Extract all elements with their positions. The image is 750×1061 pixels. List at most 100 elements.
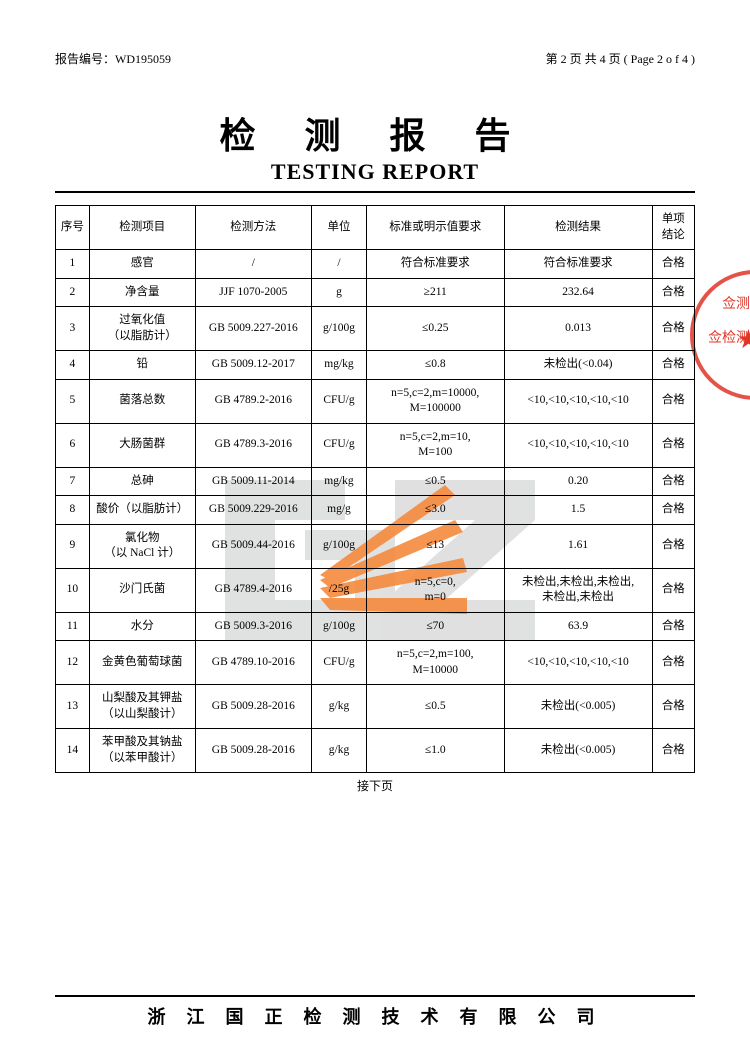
table-cell: 63.9 <box>504 612 652 641</box>
table-cell: 11 <box>56 612 90 641</box>
table-cell: 沙门氏菌 <box>89 568 195 612</box>
table-cell: GB 5009.28-2016 <box>195 729 311 773</box>
table-cell: / <box>195 250 311 279</box>
table-cell: ≤70 <box>366 612 504 641</box>
page-header: 报告编号：WD195059 第 2 页 共 4 页 ( Page 2 o f 4… <box>55 50 695 67</box>
table-cell: 山梨酸及其钾盐（以山梨酸计） <box>89 685 195 729</box>
table-cell: 合格 <box>652 423 694 467</box>
table-cell: <10,<10,<10,<10,<10 <box>504 423 652 467</box>
table-cell: 合格 <box>652 524 694 568</box>
stamp-circle <box>690 270 750 400</box>
table-cell: 合格 <box>652 568 694 612</box>
table-row: 6大肠菌群GB 4789.3-2016CFU/gn=5,c=2,m=10,M=1… <box>56 423 695 467</box>
results-table: 序号 检测项目 检测方法 单位 标准或明示值要求 检测结果 单项结论 1感官//… <box>55 205 695 773</box>
table-row: 9氯化物（以 NaCl 计）GB 5009.44-2016g/100g≤131.… <box>56 524 695 568</box>
table-cell: 符合标准要求 <box>504 250 652 279</box>
table-cell: GB 4789.3-2016 <box>195 423 311 467</box>
table-cell: ≤3.0 <box>366 496 504 525</box>
table-cell: 1.61 <box>504 524 652 568</box>
table-cell: 0.013 <box>504 307 652 351</box>
col-header-method: 检测方法 <box>195 206 311 250</box>
title-english: TESTING REPORT <box>55 159 695 193</box>
table-cell: 13 <box>56 685 90 729</box>
table-cell: 5 <box>56 379 90 423</box>
table-cell: 大肠菌群 <box>89 423 195 467</box>
table-cell: 感官 <box>89 250 195 279</box>
col-header-result: 检测结果 <box>504 206 652 250</box>
table-cell: 合格 <box>652 612 694 641</box>
table-cell: 合格 <box>652 496 694 525</box>
table-cell: 总砷 <box>89 467 195 496</box>
table-cell: ≤13 <box>366 524 504 568</box>
table-cell: 合格 <box>652 250 694 279</box>
table-cell: 金黄色葡萄球菌 <box>89 641 195 685</box>
table-cell: GB 5009.11-2014 <box>195 467 311 496</box>
table-cell: GB 5009.28-2016 <box>195 685 311 729</box>
table-cell: 未检出(<0.005) <box>504 729 652 773</box>
table-cell: 未检出,未检出,未检出,未检出,未检出 <box>504 568 652 612</box>
table-cell: <10,<10,<10,<10,<10 <box>504 641 652 685</box>
page-indicator: 第 2 页 共 4 页 ( Page 2 o f 4 ) <box>546 50 695 67</box>
table-row: 5菌落总数GB 4789.2-2016CFU/gn=5,c=2,m=10000,… <box>56 379 695 423</box>
col-header-no: 序号 <box>56 206 90 250</box>
table-cell: 1.5 <box>504 496 652 525</box>
table-cell: mg/kg <box>311 351 366 380</box>
table-cell: g/kg <box>311 685 366 729</box>
table-cell: 未检出(<0.005) <box>504 685 652 729</box>
table-cell: n=5,c=2,m=10000,M=100000 <box>366 379 504 423</box>
table-cell: ≤1.0 <box>366 729 504 773</box>
col-header-unit: 单位 <box>311 206 366 250</box>
table-cell: <10,<10,<10,<10,<10 <box>504 379 652 423</box>
table-cell: GB 4789.4-2016 <box>195 568 311 612</box>
table-cell: GB 4789.2-2016 <box>195 379 311 423</box>
table-cell: 合格 <box>652 729 694 773</box>
table-cell: 合格 <box>652 278 694 307</box>
col-header-item: 检测项目 <box>89 206 195 250</box>
table-cell: 符合标准要求 <box>366 250 504 279</box>
table-cell: g/kg <box>311 729 366 773</box>
table-row: 12金黄色葡萄球菌GB 4789.10-2016CFU/gn=5,c=2,m=1… <box>56 641 695 685</box>
table-cell: 232.64 <box>504 278 652 307</box>
table-cell: mg/kg <box>311 467 366 496</box>
table-cell: 3 <box>56 307 90 351</box>
table-cell: CFU/g <box>311 379 366 423</box>
table-row: 11水分GB 5009.3-2016g/100g≤7063.9合格 <box>56 612 695 641</box>
table-cell: 水分 <box>89 612 195 641</box>
table-cell: /25g <box>311 568 366 612</box>
table-cell: 合格 <box>652 641 694 685</box>
stamp-text: 佥测 佥检测 <box>708 288 750 355</box>
table-row: 10沙门氏菌GB 4789.4-2016/25gn=5,c=0,m=0未检出,未… <box>56 568 695 612</box>
table-cell: GB 5009.12-2017 <box>195 351 311 380</box>
table-cell: ≥211 <box>366 278 504 307</box>
table-cell: ≤0.25 <box>366 307 504 351</box>
table-cell: 7 <box>56 467 90 496</box>
table-cell: 6 <box>56 423 90 467</box>
table-cell: GB 5009.44-2016 <box>195 524 311 568</box>
table-cell: 过氧化值（以脂肪计） <box>89 307 195 351</box>
table-cell: ≤0.8 <box>366 351 504 380</box>
table-cell: CFU/g <box>311 423 366 467</box>
col-header-concl: 单项结论 <box>652 206 694 250</box>
table-cell: 合格 <box>652 351 694 380</box>
table-cell: g/100g <box>311 612 366 641</box>
table-row: 14苯甲酸及其钠盐（以苯甲酸计）GB 5009.28-2016g/kg≤1.0未… <box>56 729 695 773</box>
table-cell: ≤0.5 <box>366 685 504 729</box>
continued-label: 接下页 <box>55 777 695 794</box>
footer-company: 浙 江 国 正 检 测 技 术 有 限 公 司 <box>55 1003 695 1029</box>
table-cell: 12 <box>56 641 90 685</box>
table-cell: 合格 <box>652 685 694 729</box>
table-cell: ≤0.5 <box>366 467 504 496</box>
page-footer: 浙 江 国 正 检 测 技 术 有 限 公 司 <box>55 995 695 1029</box>
table-cell: 14 <box>56 729 90 773</box>
table-cell: g/100g <box>311 524 366 568</box>
table-row: 4铅GB 5009.12-2017mg/kg≤0.8未检出(<0.04)合格 <box>56 351 695 380</box>
table-cell: 10 <box>56 568 90 612</box>
table-cell: 苯甲酸及其钠盐（以苯甲酸计） <box>89 729 195 773</box>
title-chinese: 检 测 报 告 <box>55 107 695 159</box>
table-cell: 0.20 <box>504 467 652 496</box>
table-header-row: 序号 检测项目 检测方法 单位 标准或明示值要求 检测结果 单项结论 <box>56 206 695 250</box>
table-row: 8酸价（以脂肪计）GB 5009.229-2016mg/g≤3.01.5合格 <box>56 496 695 525</box>
table-cell: 9 <box>56 524 90 568</box>
table-cell: n=5,c=2,m=10,M=100 <box>366 423 504 467</box>
table-cell: 合格 <box>652 379 694 423</box>
